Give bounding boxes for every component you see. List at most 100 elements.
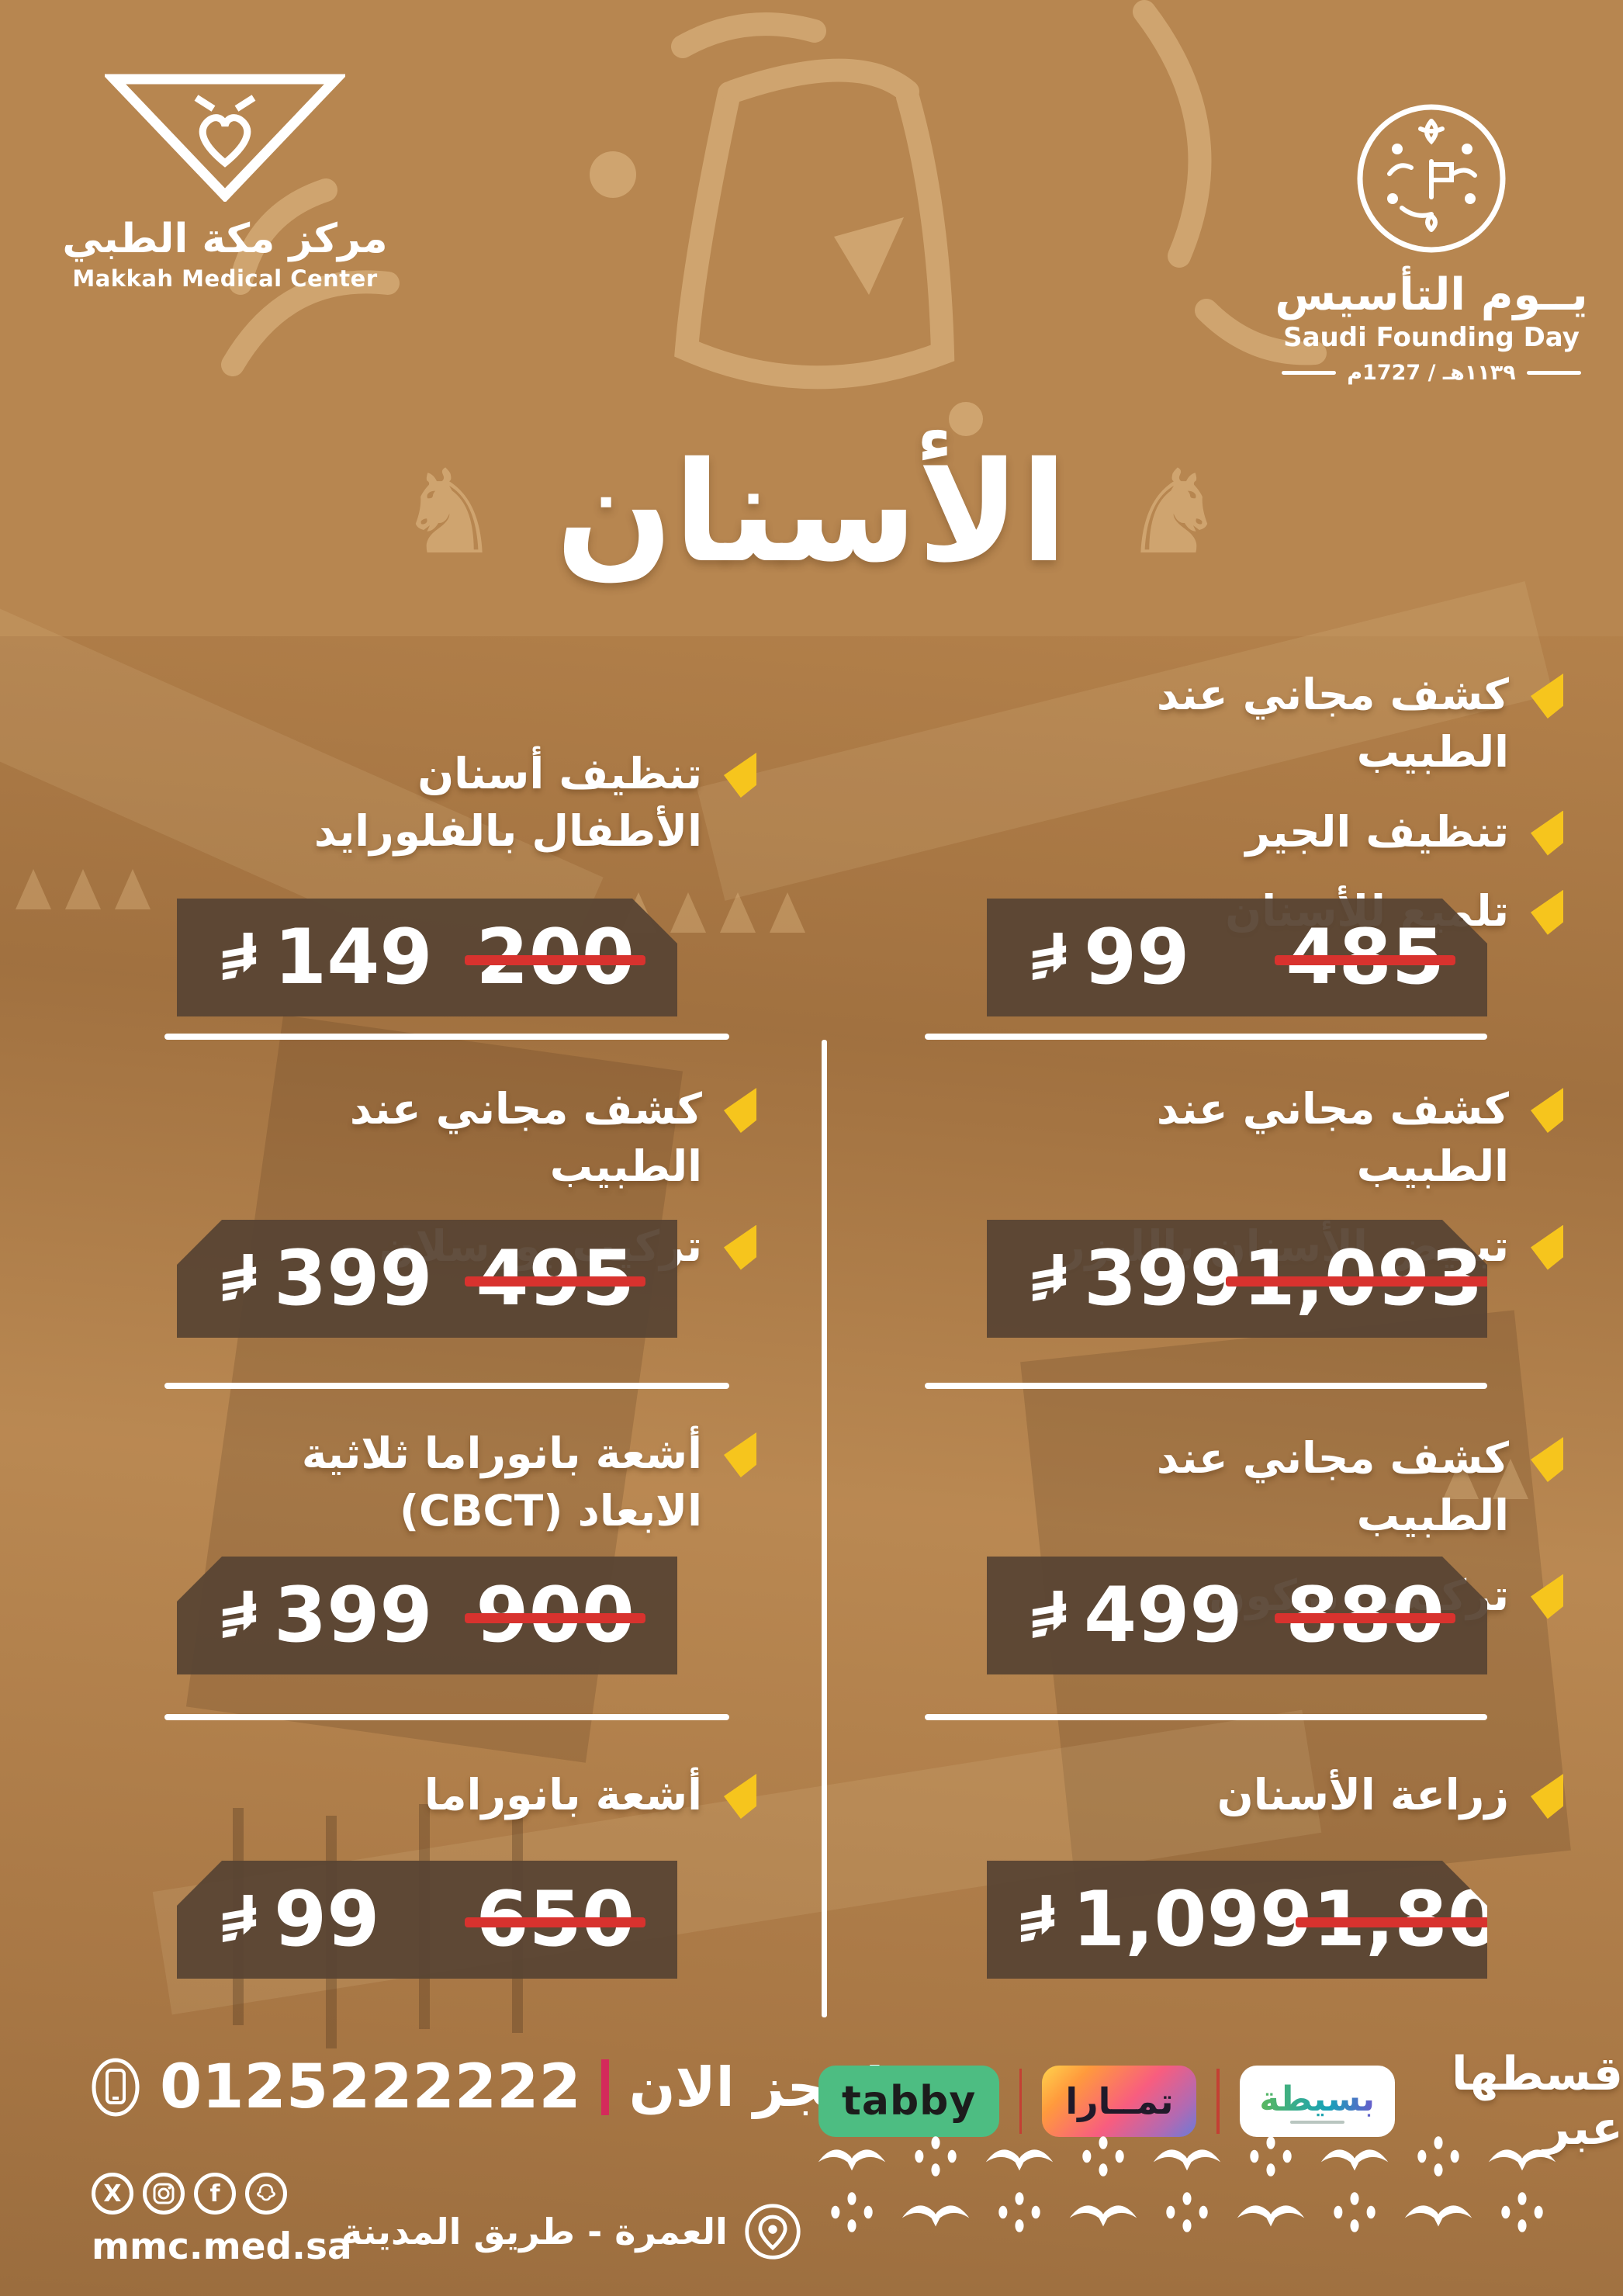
x-icon[interactable]: X [92, 2173, 133, 2215]
price-box: 399 1,093 [987, 1220, 1487, 1338]
separator-line [925, 1383, 1487, 1389]
old-price: 650 [465, 1882, 646, 1958]
new-price: 499 [1030, 1577, 1243, 1654]
services-left-row3: أشعة بانوراما ثلاثية الابعاد (CBCT) [74, 1425, 756, 1540]
service-item: كشف مجاني عند الطبيب [881, 1429, 1563, 1545]
new-price: 399 [220, 1241, 433, 1317]
mmc-name-english: Makkah Medical Center [72, 265, 378, 292]
old-price: 900 [465, 1577, 646, 1654]
separator-line [925, 1034, 1487, 1040]
strikethrough-line [1275, 1613, 1455, 1623]
strikethrough-line [1275, 955, 1455, 965]
founding-day-name-english: Saudi Founding Day [1283, 322, 1580, 353]
website-url[interactable]: mmc.med.sa [92, 2225, 352, 2268]
sar-currency-icon [1030, 933, 1071, 982]
separator-line [164, 1034, 729, 1040]
bullet-arrow-icon [1531, 1088, 1563, 1133]
horse-motif-right-icon: ♞ [1122, 445, 1227, 580]
new-price: 149 [220, 919, 433, 996]
service-item: أشعة بانوراما ثلاثية الابعاد (CBCT) [74, 1425, 756, 1540]
old-price: 1,093 [1243, 1241, 1483, 1317]
new-price: 399 [220, 1577, 433, 1654]
instagram-icon[interactable] [143, 2173, 185, 2215]
social-icons-row: X f [92, 2173, 287, 2215]
location-text: العمرة - طريق المدينة [341, 2211, 728, 2253]
baseeta-tagline [1289, 2120, 1344, 2124]
founding-pattern-band-row1 [816, 2134, 1558, 2179]
bullet-arrow-icon [724, 1224, 756, 1270]
sar-currency-icon [222, 1895, 257, 1943]
old-price: 200 [476, 919, 635, 996]
bullet-arrow-icon [1531, 1224, 1563, 1270]
dash-left [1282, 371, 1337, 375]
bullet-arrow-icon [1531, 1574, 1563, 1619]
new-price: 99 [1030, 919, 1189, 996]
strikethrough-line [1226, 1276, 1500, 1287]
sar-currency-icon [1030, 1254, 1071, 1304]
separator-line [164, 1383, 729, 1389]
chip-divider [1019, 2069, 1023, 2134]
mmc-name-arabic: مركز مكة الطبي [62, 216, 388, 262]
services-left-row4: أشعة بانوراما [74, 1766, 756, 1823]
strikethrough-line [465, 1276, 646, 1287]
service-item: أشعة بانوراما [74, 1766, 756, 1823]
strikethrough-line [465, 1613, 646, 1624]
sar-currency-icon [222, 1254, 257, 1302]
old-price: 485 [1286, 919, 1445, 996]
service-item: كشف مجاني عند الطبيب [881, 1080, 1563, 1196]
location-line: العمرة - طريق المدينة [341, 2202, 802, 2261]
sar-currency-icon [1018, 1895, 1060, 1945]
snapchat-icon[interactable] [245, 2173, 287, 2215]
strikethrough-line [465, 955, 645, 965]
bullet-arrow-icon [1531, 889, 1563, 935]
title-row: ♞ الأسنان ♞ [0, 444, 1623, 582]
phone-icon [92, 2058, 140, 2117]
bullet-arrow-icon [1531, 674, 1563, 719]
new-price: 399 [1030, 1241, 1243, 1317]
horse-motif-left-icon: ♞ [396, 445, 501, 580]
new-price: 99 [220, 1882, 379, 1958]
dash-right [1526, 371, 1581, 375]
separator-line [164, 1714, 729, 1720]
founding-day-seal-icon [1357, 104, 1505, 253]
phone-number[interactable]: 0125222222 [160, 2052, 581, 2122]
services-left-row1: تنظيف أسنان الأطفال بالفلورايد [74, 745, 756, 861]
tamara-logo: تمــارا [1042, 2066, 1197, 2137]
tabby-logo: tabby [818, 2066, 1000, 2137]
price-box: 399 900 [177, 1557, 677, 1674]
bullet-arrow-icon [1531, 810, 1563, 856]
service-item: كشف مجاني عند الطبيب [881, 666, 1563, 781]
saudi-founding-day-logo: يــوم التأسيس Saudi Founding Day ١١٣٩هـ … [1265, 99, 1598, 385]
bullet-arrow-icon [724, 1088, 756, 1133]
separator-line [925, 1714, 1487, 1720]
price-box: 99 485 [987, 899, 1487, 1016]
mmc-logo: مركز مكة الطبي Makkah Medical Center [58, 71, 392, 292]
price-box: 99 650 [177, 1861, 677, 1979]
bullet-arrow-icon [1531, 1437, 1563, 1482]
service-item: كشف مجاني عند الطبيب [74, 1080, 756, 1196]
price-box: 399 495 [177, 1220, 677, 1338]
bullet-arrow-icon [724, 1432, 756, 1477]
booking-divider [600, 2059, 609, 2115]
booking-line: 0125222222 احجز الان [92, 2052, 884, 2122]
column-divider-line [822, 1040, 827, 2017]
bullet-arrow-icon [724, 1774, 756, 1819]
founding-pattern-band-row2 [816, 2190, 1558, 2235]
price-box: 1,099 1,800 [987, 1861, 1487, 1979]
price-box: 149 200 [177, 899, 677, 1016]
installments-label: قسطها عبر [1452, 2047, 1623, 2156]
old-price: 880 [1286, 1577, 1445, 1654]
sar-currency-icon [222, 1591, 257, 1639]
location-pin-icon [745, 2204, 801, 2260]
facebook-icon[interactable]: f [194, 2173, 236, 2215]
service-item: زراعة الأسنان [881, 1766, 1563, 1823]
strikethrough-line [465, 1917, 646, 1928]
baseeta-logo: بسيطة [1239, 2066, 1395, 2137]
price-box: 499 880 [987, 1557, 1487, 1674]
installments-row: tabby تمــارا بسيطة قسطها عبر [818, 2047, 1623, 2156]
founding-day-ornament [221, 0, 1327, 436]
new-price: 1,099 [1018, 1882, 1313, 1958]
chip-divider [1216, 2069, 1220, 2134]
founding-day-dates: ١١٣٩هـ / 1727م [1265, 361, 1598, 385]
